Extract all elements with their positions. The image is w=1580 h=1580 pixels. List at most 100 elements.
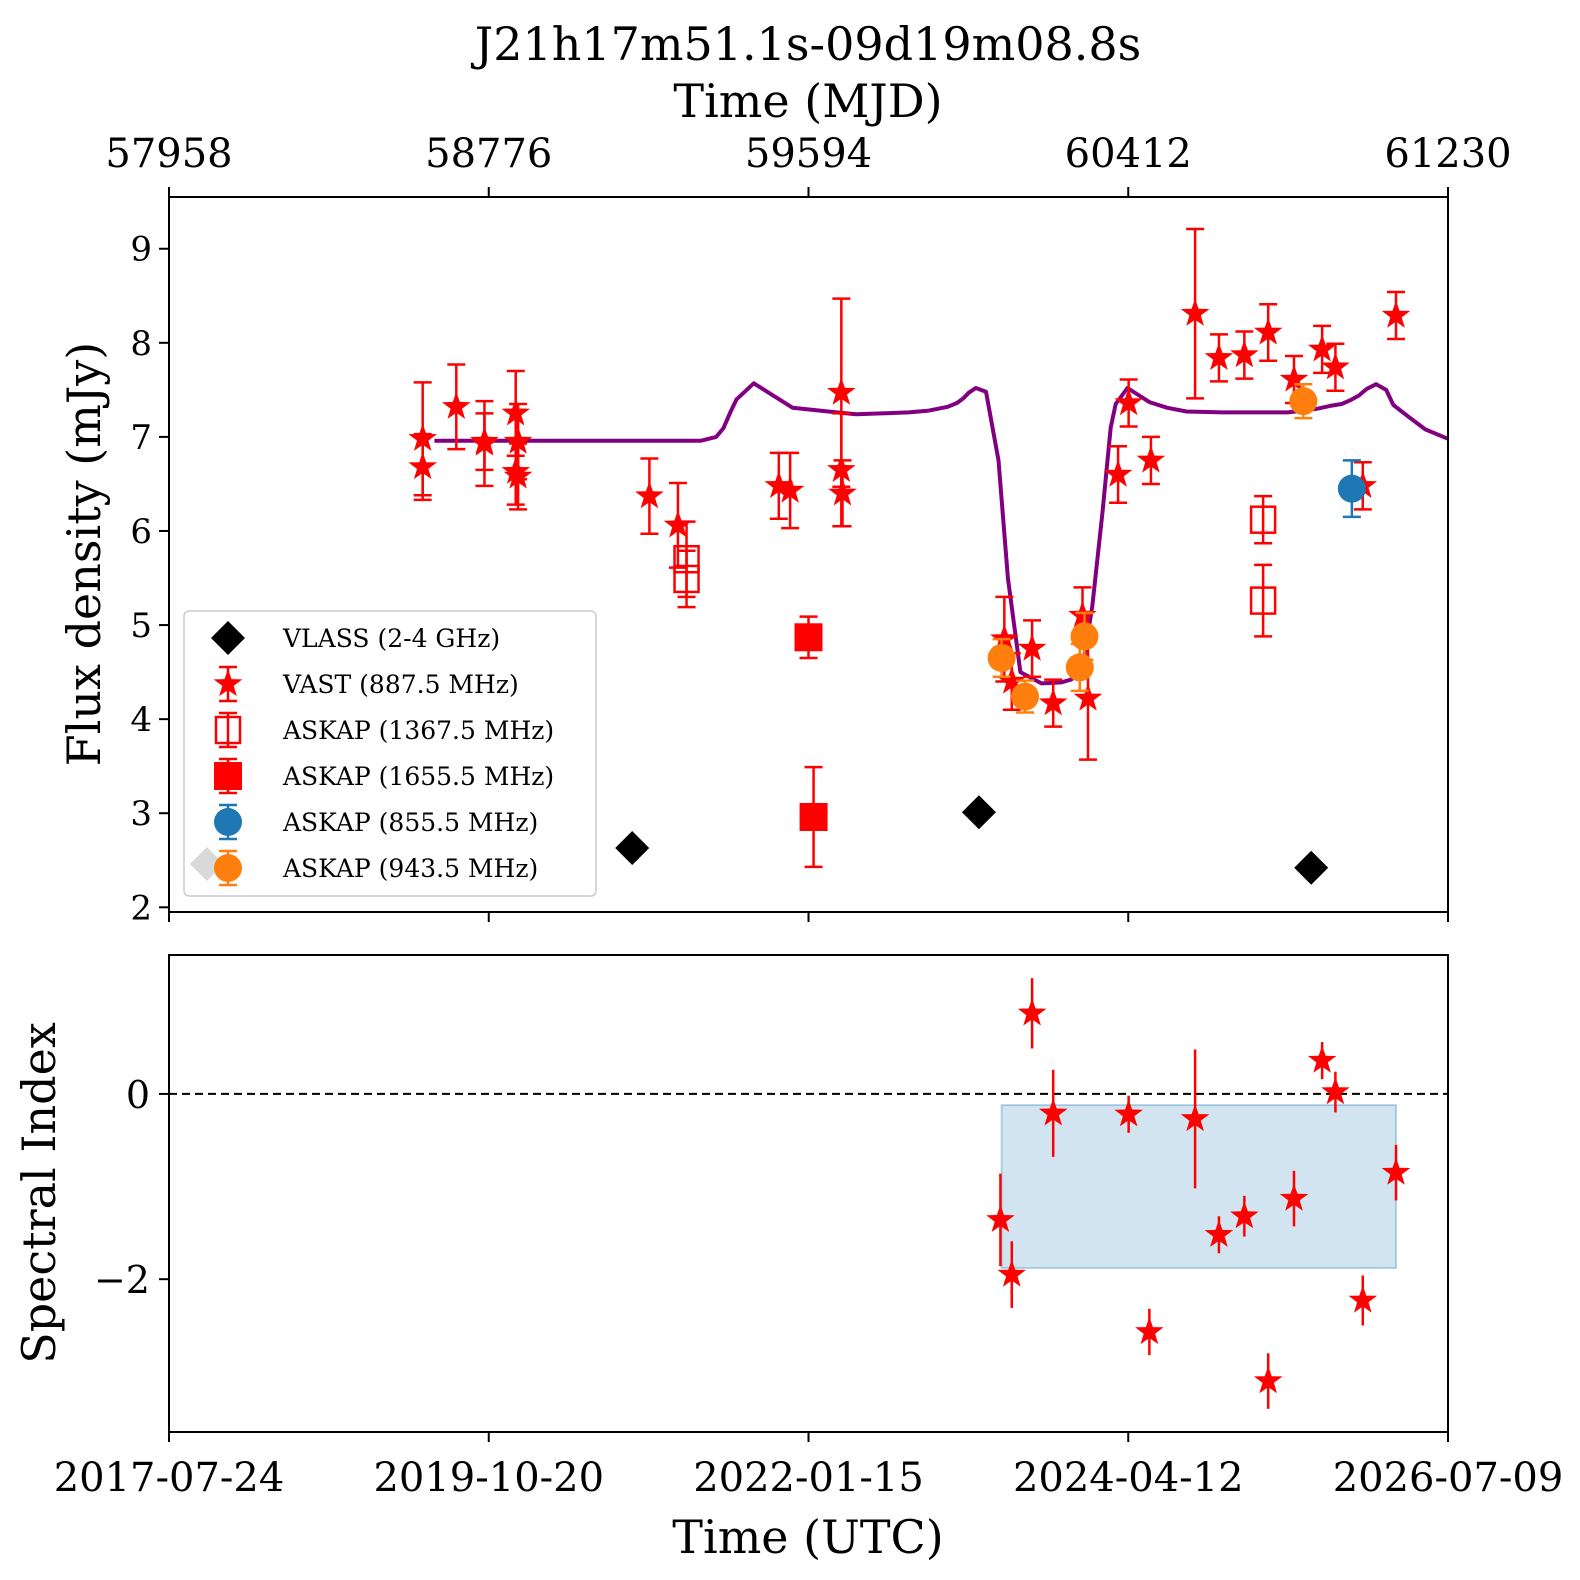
vast-887-5-mhz-point xyxy=(470,426,499,454)
askap-1655-5-mhz-point xyxy=(799,802,828,831)
legend-askap-855-5-mhz-label: ASKAP (855.5 MHz) xyxy=(282,808,538,837)
flux-tick-label: 7 xyxy=(130,418,152,458)
spectral-index-point xyxy=(1038,1098,1068,1126)
model-curve xyxy=(434,381,1449,686)
askap-855-5-mhz-point xyxy=(1337,474,1366,503)
flux-tick-label: 5 xyxy=(130,606,152,646)
mjd-tick-label: 58776 xyxy=(425,131,552,177)
vast-887-5-mhz-point xyxy=(775,475,805,503)
vast-887-5-mhz-point xyxy=(1321,352,1350,380)
vast-887-5-mhz-point xyxy=(442,391,471,419)
flux-tick-label: 2 xyxy=(130,888,152,928)
spectral-index-marks xyxy=(986,978,1411,1409)
utc-tick-label: 2017-07-24 xyxy=(54,1455,285,1501)
spectral-index-axis: −2 0 xyxy=(94,1073,169,1302)
vast-887-5-mhz-point xyxy=(408,423,437,451)
askap-1367-5-mhz-point xyxy=(1249,586,1277,615)
vast-887-5-mhz-point xyxy=(501,398,530,426)
legend-askap-943-5-mhz-marker xyxy=(214,854,242,882)
vast-887-5-mhz-point xyxy=(1068,600,1097,628)
vast-887-5-mhz-point xyxy=(635,481,664,509)
legend-askap-1367-5-mhz-label: ASKAP (1367.5 MHz) xyxy=(282,716,554,745)
askap-943-5-mhz-point xyxy=(1011,682,1040,711)
mjd-tick-label: 61230 xyxy=(1384,131,1511,177)
bottom-xlabel: Time (UTC) xyxy=(672,1510,943,1564)
vast-887-5-mhz-point xyxy=(1073,683,1103,711)
legend-vast-887-5-mhz-label: VAST (887.5 MHz) xyxy=(282,670,519,699)
mjd-tick-label: 60412 xyxy=(1065,131,1192,177)
utc-tick-label: 2022-01-15 xyxy=(693,1455,924,1501)
spectral-index-point xyxy=(1017,998,1047,1026)
top-axis-title: Time (MJD) xyxy=(673,74,942,128)
legend-box xyxy=(183,610,597,897)
vlass-2-4-ghz-point xyxy=(961,795,996,830)
flux-tick-label: 6 xyxy=(130,512,152,552)
spectral-index-point xyxy=(1114,1099,1143,1127)
vast-887-5-mhz-point xyxy=(1103,459,1133,487)
spectral-index-point xyxy=(1279,1183,1309,1211)
askap-943-5-mhz-point xyxy=(1070,622,1099,651)
utc-tick-label: 2019-10-20 xyxy=(373,1455,604,1501)
askap-943-5-mhz-point xyxy=(987,643,1016,672)
spectral-index-point xyxy=(997,1259,1026,1287)
flux-tick-label: 4 xyxy=(130,700,152,740)
vast-887-5-mhz-point xyxy=(503,426,533,454)
vast-887-5-mhz-point xyxy=(990,624,1019,652)
vast-887-5-mhz-point xyxy=(1180,298,1210,326)
spectral-index-point xyxy=(1204,1219,1234,1247)
spectral-index-point xyxy=(1230,1201,1259,1229)
vast-887-5-mhz-point xyxy=(1381,300,1411,328)
askap-943-5-mhz-point xyxy=(1065,653,1094,682)
spectral-index-point xyxy=(986,1204,1015,1232)
vast-887-5-mhz-point xyxy=(827,377,856,405)
mjd-tick-label: 57958 xyxy=(105,131,232,177)
vast-887-5-mhz-point xyxy=(997,666,1026,694)
vast-887-5-mhz-point xyxy=(1253,317,1283,345)
askap-1367-5-mhz-point xyxy=(673,564,700,594)
flux-tick-label: 9 xyxy=(130,230,152,270)
vast-887-5-mhz-point xyxy=(764,470,794,498)
legend: VLASS (2-4 GHz) VAST (887.5 MHz) ASKAP (13… xyxy=(183,610,597,897)
askap-1655-5-mhz-point xyxy=(794,623,823,652)
askap-943-5-mhz-point xyxy=(1289,387,1318,416)
vlass-2-4-ghz-point xyxy=(1294,850,1329,885)
legend-vlass-2-4-ghz-marker xyxy=(211,621,245,655)
vast-887-5-mhz-point xyxy=(663,510,693,538)
utc-tick-label: 2026-07-09 xyxy=(1333,1455,1564,1501)
vast-887-5-mhz-point xyxy=(1017,633,1047,661)
vast-887-5-mhz-point xyxy=(1307,334,1337,362)
askap-1367-5-mhz-point xyxy=(1249,505,1277,534)
spectral-index-range-band xyxy=(1000,1104,1398,1270)
flux-density-axis: 2 3 4 5 6 7 8 9 xyxy=(130,230,169,928)
flux-tick-label: 3 xyxy=(130,794,152,834)
model-curve-layer xyxy=(434,381,1449,686)
legend-vast-887-5-mhz-marker xyxy=(213,669,243,697)
flux-density-panel: 57958 58776 59594 60412 61230 2 3 4 5 6 7 8 9 Flux … xyxy=(57,131,1512,928)
vlass-2-4-ghz-point xyxy=(615,831,650,866)
spectral-index-point xyxy=(1307,1045,1337,1073)
legend-askap-1655-5-mhz-label: ASKAP (1655.5 MHz) xyxy=(282,762,554,791)
spectral-index-point xyxy=(1321,1077,1350,1105)
vast-887-5-mhz-point xyxy=(1114,388,1143,416)
vast-887-5-mhz-point xyxy=(503,461,533,489)
spectral-index-band-layer xyxy=(169,1092,1448,1270)
flux-tick-label: 8 xyxy=(130,324,152,364)
legend-vlass-2-4-ghz-label: VLASS (2-4 GHz) xyxy=(282,624,500,653)
utc-tick-label: 2024-04-12 xyxy=(1013,1455,1244,1501)
legend-askap-855-5-mhz-marker xyxy=(214,808,242,836)
vast-887-5-mhz-point xyxy=(1279,364,1309,392)
spectral-index-point xyxy=(1348,1285,1378,1313)
spectral-index-point xyxy=(1180,1103,1210,1132)
legend-askap-943-5-mhz-label: ASKAP (943.5 MHz) xyxy=(282,854,538,883)
spectral-index-tick-label: −2 xyxy=(94,1258,150,1302)
spectral-index-tick-label: 0 xyxy=(126,1073,150,1117)
vast-887-5-mhz-point xyxy=(1204,342,1234,370)
mjd-tick-label: 59594 xyxy=(745,131,872,177)
spectral-index-point xyxy=(1135,1317,1164,1345)
spectral-index-point xyxy=(1381,1157,1411,1185)
legend-askap-1655-5-mhz-marker xyxy=(214,762,242,790)
vast-887-5-mhz-point xyxy=(1230,340,1259,368)
legend-askap-1367-5-mhz-marker xyxy=(214,715,242,745)
spectral-index-panel: 2017-07-24 2019-10-20 2022-01-15 2024-04-12… xyxy=(12,954,1564,1564)
